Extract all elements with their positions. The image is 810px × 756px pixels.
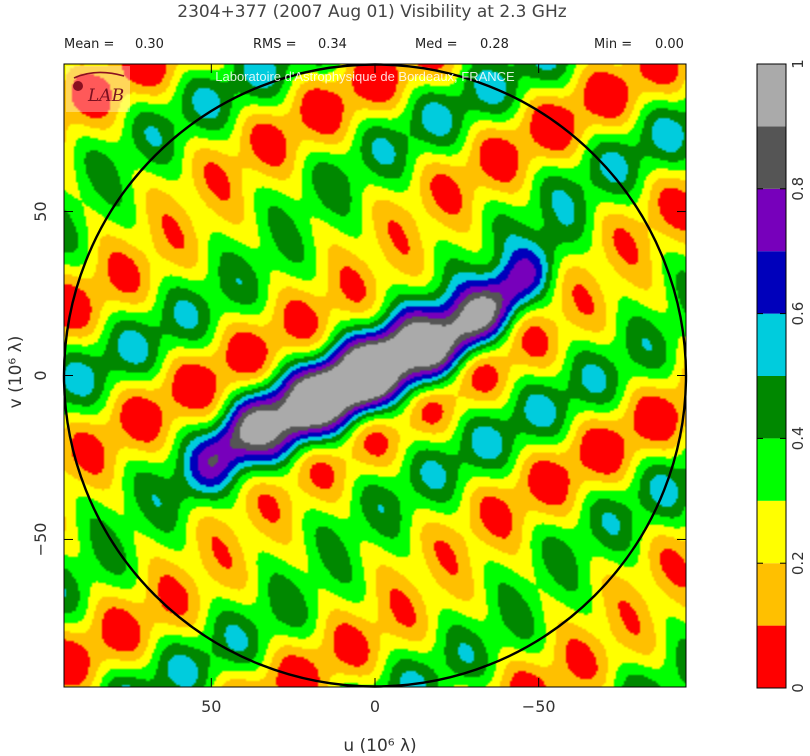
stat-value: 0.34 xyxy=(318,37,347,52)
colorbar-tick-label: 0.8 xyxy=(789,177,807,201)
stat-label: Med = xyxy=(415,37,458,52)
axis-ticks: 50 0 −50 50 0 −50 xyxy=(31,64,686,716)
lab-logo: LAB xyxy=(66,66,130,112)
chart-title: 2304+377 (2007 Aug 01) Visibility at 2.3… xyxy=(177,2,566,22)
colorbar-segment xyxy=(757,64,786,127)
colorbar-segment xyxy=(757,500,786,564)
colorbar-tick-label: 0 xyxy=(789,683,807,693)
y-tick-label: 0 xyxy=(31,370,50,380)
colorbar-segment xyxy=(757,376,786,439)
plot-area xyxy=(62,63,688,688)
colorbar-segment xyxy=(757,625,786,688)
logo-arc xyxy=(73,71,125,79)
logo-text: LAB xyxy=(87,86,124,106)
y-tick-label: −50 xyxy=(31,523,50,557)
stat-value: 0.30 xyxy=(135,37,164,52)
colorbar: 0 0.2 0.4 0.6 0.8 1 xyxy=(756,59,807,693)
stat-value: 0.00 xyxy=(655,37,684,52)
stats-row: Mean = 0.30 RMS = 0.34 Med = 0.28 Min = 0.00 xyxy=(64,37,684,52)
stat-label: RMS = xyxy=(253,37,297,52)
colorbar-tick-label: 0.2 xyxy=(789,551,807,575)
colorbar-tick-label: 1 xyxy=(789,59,807,69)
y-axis-label: v (10⁶ λ) xyxy=(6,336,26,409)
watermark-text: Laboratoire d'Astrophysique de Bordeaux,… xyxy=(215,69,515,84)
stat-value: 0.28 xyxy=(480,37,509,52)
colorbar-segment xyxy=(757,438,786,501)
colorbar-tick-label: 0.4 xyxy=(789,426,807,450)
colorbar-segment xyxy=(757,126,786,189)
stat-label: Min = xyxy=(594,37,632,52)
x-tick-label: 0 xyxy=(370,697,380,716)
colorbar-segment xyxy=(757,188,786,252)
heatmap-image xyxy=(64,64,686,687)
colorbar-tick-label: 0.6 xyxy=(789,302,807,326)
stat-label: Mean = xyxy=(64,37,114,52)
colorbar-border xyxy=(756,63,787,689)
y-tick-label: 50 xyxy=(31,201,50,221)
colorbar-segment xyxy=(757,313,786,376)
x-tick-label: 50 xyxy=(201,697,221,716)
logo-dot xyxy=(73,81,83,91)
x-axis-label: u (10⁶ λ) xyxy=(343,736,416,756)
colorbar-segment xyxy=(757,251,786,314)
colorbar-segment xyxy=(757,563,786,626)
x-tick-label: −50 xyxy=(522,697,556,716)
